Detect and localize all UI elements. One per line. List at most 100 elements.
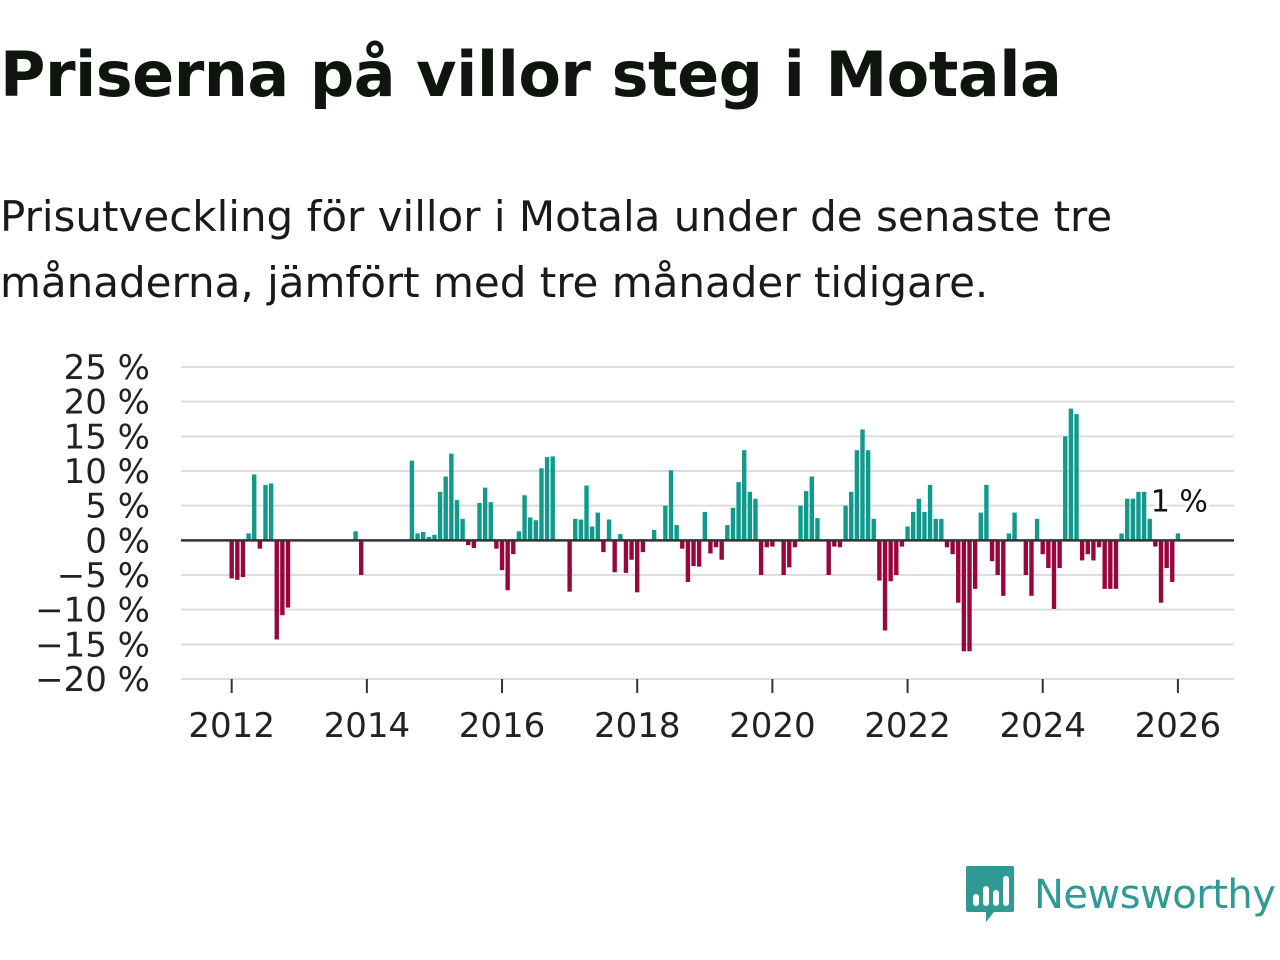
bar (685, 540, 691, 582)
bar (944, 540, 950, 548)
bar (837, 540, 843, 548)
bar (482, 487, 488, 541)
last-value-label: 1 % (1151, 484, 1208, 519)
bar (1006, 533, 1012, 541)
bar (285, 540, 291, 608)
bar (1108, 540, 1113, 589)
bar (1091, 540, 1096, 561)
bar (449, 453, 454, 541)
bar (713, 540, 719, 548)
bar (252, 474, 257, 541)
bar (933, 518, 938, 541)
bar (516, 531, 522, 541)
bar (1141, 491, 1147, 541)
bar (1130, 498, 1136, 541)
bar (268, 483, 274, 541)
bar (426, 536, 432, 541)
y-tick-label: −5 % (57, 556, 150, 596)
bar (640, 540, 646, 553)
bar (719, 540, 724, 560)
bar (612, 540, 617, 573)
bar (235, 540, 240, 580)
bar (826, 540, 831, 575)
bar (815, 518, 820, 541)
bar (1057, 540, 1062, 569)
bar (972, 540, 978, 589)
bar (359, 540, 364, 575)
bar (1068, 408, 1074, 541)
bar (437, 491, 443, 541)
bar (770, 540, 775, 547)
bar (454, 500, 460, 541)
bar (353, 531, 358, 541)
bar (725, 525, 730, 541)
brand-name: Newsworthy (1034, 872, 1276, 918)
x-tick-label: 2022 (864, 706, 951, 746)
bar (415, 533, 420, 541)
bar (742, 450, 747, 541)
bar (550, 456, 555, 541)
bar (809, 476, 814, 541)
bar (708, 540, 713, 554)
bar (257, 540, 263, 549)
bar (995, 540, 1000, 575)
bar (899, 540, 905, 547)
bar (939, 518, 944, 541)
bar (443, 476, 448, 541)
bar (882, 540, 888, 631)
bar (888, 540, 893, 582)
bar (877, 540, 882, 581)
bar (1125, 498, 1130, 541)
bar (1119, 533, 1124, 541)
x-tick-label: 2018 (594, 706, 681, 746)
bar (477, 502, 482, 541)
bar (1136, 491, 1141, 541)
bar (246, 533, 251, 541)
bar (680, 540, 685, 549)
bar (736, 482, 741, 541)
bar (798, 505, 803, 541)
bar (696, 540, 702, 567)
bar (922, 511, 927, 541)
x-tick-label: 2016 (459, 706, 546, 746)
bar (1051, 540, 1057, 609)
bar (730, 507, 736, 541)
y-tick-label: 5 % (85, 487, 150, 527)
bar (747, 491, 753, 541)
bar (753, 498, 758, 541)
bar (967, 540, 972, 652)
bar (629, 540, 634, 560)
bar (702, 511, 707, 541)
bar (432, 534, 437, 541)
bar (927, 484, 933, 541)
bar (978, 512, 983, 541)
x-tick-label: 2012 (188, 706, 275, 746)
bar (989, 540, 995, 562)
bar (1001, 540, 1006, 596)
bar (274, 540, 279, 640)
bar (1046, 540, 1051, 569)
bar (764, 540, 769, 548)
x-tick-label: 2026 (1135, 706, 1222, 746)
x-tick-label: 2024 (999, 706, 1086, 746)
bar (651, 529, 657, 541)
bar (263, 484, 268, 541)
bar (618, 534, 623, 541)
bar (1113, 540, 1119, 589)
bar (984, 484, 989, 541)
bar (471, 540, 477, 548)
bar (494, 540, 499, 549)
bar (905, 526, 910, 541)
bar (229, 540, 234, 579)
bar (691, 540, 696, 566)
bar (860, 429, 865, 541)
bar (460, 518, 465, 541)
bar (623, 540, 629, 573)
bar (956, 540, 961, 603)
bar (1074, 414, 1079, 541)
bar (589, 526, 595, 541)
bar (803, 491, 809, 541)
y-tick-label: 10 % (64, 452, 150, 492)
bar (1102, 540, 1107, 589)
bar (871, 518, 876, 541)
